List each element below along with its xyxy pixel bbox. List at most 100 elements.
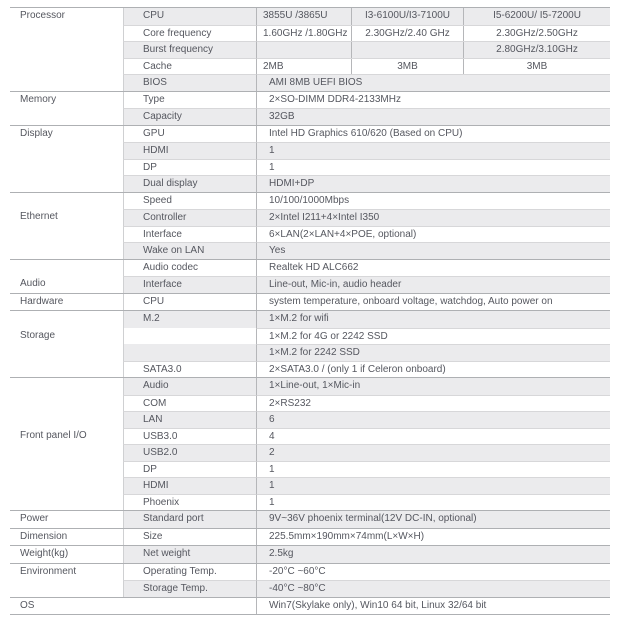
spec-value: Realtek HD ALC662	[256, 259, 610, 276]
spec-value: 2.30GHz/2.40 GHz	[351, 25, 463, 41]
spec-category-label: Dimension	[20, 530, 68, 542]
spec-row: Standard port 9V~36V phoenix terminal(12V…	[123, 511, 610, 528]
spec-value: 2.30GHz/2.50GHz	[463, 25, 610, 41]
spec-value: -40°C ~80°C	[256, 580, 610, 597]
spec-group-ethernet: Ethernet Speed 10/100/1000Mbps Controller 2×…	[10, 191, 610, 259]
spec-row: Core frequency 1.60GHz /1.80GHz 2.30GHz/2.…	[123, 24, 610, 41]
spec-row: Net weight 2.5kg	[123, 546, 610, 563]
spec-value: 1	[256, 460, 610, 477]
spec-value: Line-out, Mic-in, audio header	[256, 276, 610, 293]
spec-category-cell: Memory	[10, 91, 123, 125]
spec-value: Yes	[256, 242, 610, 259]
spec-row: Type 2×SO-DIMM DDR4-2133MHz	[123, 91, 610, 108]
spec-category-cell: Processor	[10, 8, 123, 91]
spec-category-label: Display	[20, 127, 53, 139]
spec-subitem-label: Cache	[123, 57, 256, 74]
spec-category-cell: Display	[10, 125, 123, 192]
spec-category-label: Weight(kg)	[20, 548, 69, 559]
spec-subitem-label: DP	[123, 158, 256, 175]
spec-value: 1	[256, 158, 610, 175]
spec-value-columns: 1.60GHz /1.80GHz 2.30GHz/2.40 GHz 2.30GHz/…	[256, 24, 610, 41]
spec-value: 3MB	[351, 58, 463, 74]
spec-row: 1×M.2 for 2242 SSD	[123, 344, 610, 361]
spec-row: HDMI 1	[123, 477, 610, 494]
spec-row: DP 1	[123, 460, 610, 477]
spec-category-label: Processor	[20, 10, 66, 21]
spec-value: 3855U /3865U	[263, 10, 328, 21]
spec-value: 2×Intel I211+4×Intel I350	[256, 209, 610, 226]
spec-subitem-label: LAN	[123, 411, 256, 428]
spec-row: CPU system temperature, onboard voltage, …	[123, 293, 610, 310]
spec-subitem-label: Speed	[123, 192, 256, 209]
spec-subitem-label: HDMI	[123, 142, 256, 159]
spec-value	[257, 42, 351, 58]
spec-row: Audio codec Realtek HD ALC662	[123, 259, 610, 276]
spec-category-cell: Ethernet	[10, 192, 123, 259]
spec-row: Audio 1×Line-out, 1×Mic-in	[123, 378, 610, 395]
spec-value: 2×RS232	[256, 394, 610, 411]
spec-value: 1×M.2 for 2242 SSD	[256, 344, 610, 361]
spec-subitem-label: Storage Temp.	[123, 580, 256, 597]
spec-value: -20°C ~60°C	[256, 563, 610, 580]
spec-subitem-label: Audio codec	[123, 259, 256, 276]
spec-row: Capacity 32GB	[123, 108, 610, 125]
spec-category-cell: Weight(kg)	[10, 546, 123, 563]
spec-group-power: Power Standard port 9V~36V phoenix termina…	[10, 510, 610, 528]
spec-group-front-panel-i-o: Front panel I/O Audio 1×Line-out, 1×Mic-in…	[10, 377, 610, 510]
spec-category-label: OS	[20, 599, 35, 611]
spec-group-weight-kg: Weight(kg) Net weight 2.5kg	[10, 545, 610, 563]
spec-row: Phoenix 1	[123, 493, 610, 510]
spec-category-label: Audio	[20, 278, 46, 289]
spec-subitem-label: Size	[123, 528, 256, 545]
spec-row: CPU 3855U /3865U I3-6100U/I3-7100U I5-6200U…	[123, 8, 610, 25]
spec-value-columns: 3855U /3865U I3-6100U/I3-7100U I5-6200U/ I…	[256, 8, 610, 25]
spec-value: HDMI+DP	[256, 175, 610, 192]
spec-subitem-label: Audio	[123, 378, 256, 395]
spec-row: Wake on LAN Yes	[123, 242, 610, 259]
spec-row: Controller 2×Intel I211+4×Intel I350	[123, 209, 610, 226]
spec-category-cell: Audio	[10, 259, 123, 293]
spec-value: 2×SO-DIMM DDR4-2133MHz	[256, 91, 610, 108]
spec-row: Size 225.5mm×190mm×74mm(L×W×H)	[123, 528, 610, 545]
spec-row: SATA3.0 2×SATA3.0 / (only 1 if Celeron on…	[123, 360, 610, 377]
spec-subitem-label: Phoenix	[123, 493, 256, 510]
spec-value: Intel HD Graphics 610/620 (Based on CPU)	[256, 125, 610, 142]
spec-value: 1×Line-out, 1×Mic-in	[256, 378, 610, 395]
spec-category-label: Front panel I/O	[20, 429, 87, 441]
spec-category-label: Hardware	[20, 295, 64, 307]
spec-value: 3MB	[463, 58, 610, 74]
spec-value: 6	[256, 411, 610, 428]
spec-category-label: Memory	[20, 93, 57, 105]
spec-subitem-label: Burst frequency	[123, 41, 256, 58]
spec-row: Cache 2MB 3MB 3MB	[123, 57, 610, 74]
spec-subitem-label: HDMI	[123, 477, 256, 494]
spec-subitem-label	[123, 598, 256, 615]
spec-row: USB2.0 2	[123, 444, 610, 461]
spec-category-cell: Environment	[10, 563, 123, 597]
spec-subitem-label: Operating Temp.	[123, 563, 256, 580]
spec-subitem-label: Interface	[123, 225, 256, 242]
spec-category-cell: Hardware	[10, 293, 123, 310]
spec-subitem-label: Dual display	[123, 175, 256, 192]
spec-group-dimension: Dimension Size 225.5mm×190mm×74mm(L×W×H)	[10, 527, 610, 545]
spec-group-environment: Environment Operating Temp. -20°C ~60°C Sto…	[10, 562, 610, 597]
spec-value: system temperature, onboard voltage, wat…	[256, 293, 610, 310]
spec-row: Dual display HDMI+DP	[123, 175, 610, 192]
spec-value: 2MB	[263, 60, 284, 72]
spec-value: 1×M.2 for wifi	[256, 311, 610, 328]
spec-value: 1.60GHz /1.80GHz	[263, 27, 348, 39]
spec-category-label: Ethernet	[20, 211, 58, 222]
spec-row: Operating Temp. -20°C ~60°C	[123, 563, 610, 580]
spec-subitem-label: Controller	[123, 209, 256, 226]
spec-value-columns: 2.80GHz/3.10GHz	[256, 41, 610, 58]
spec-value: 10/100/1000Mbps	[256, 192, 610, 209]
spec-value: I3-6100U/I3-7100U	[351, 8, 463, 25]
spec-subitem-label: M.2	[123, 311, 256, 328]
spec-row: Storage Temp. -40°C ~80°C	[123, 580, 610, 597]
spec-value: I5-6200U/ I5-7200U	[463, 8, 610, 25]
spec-value: 4	[256, 427, 610, 444]
spec-subitem-label: Core frequency	[123, 24, 256, 41]
spec-subitem-label: Capacity	[123, 108, 256, 125]
spec-group-processor: Processor CPU 3855U /3865U I3-6100U/I3-7100…	[10, 8, 610, 91]
spec-subitem-label: SATA3.0	[123, 360, 256, 377]
